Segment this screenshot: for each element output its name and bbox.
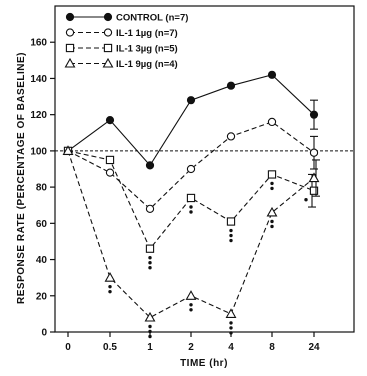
y-tick-label: 60 [36, 219, 48, 230]
significance-dot [229, 331, 233, 335]
legend-marker [65, 43, 75, 53]
data-point [185, 290, 197, 300]
legend-label: IL-1 1µg (n=7) [116, 28, 178, 39]
x-tick-label: 2 [188, 342, 194, 353]
x-tick-label: 24 [308, 342, 320, 353]
data-point [186, 164, 196, 174]
data-point [186, 193, 196, 203]
data-point [145, 161, 155, 170]
significance-dot [148, 324, 152, 329]
series-control-n-7 [63, 70, 319, 170]
y-tick-label: 160 [30, 38, 47, 49]
significance-dot [270, 186, 274, 191]
data-point [266, 206, 278, 217]
legend-marker [65, 28, 75, 37]
significance-dot [189, 210, 193, 214]
significance-dot [148, 265, 152, 270]
y-tick-label: 40 [36, 255, 48, 266]
data-point [267, 70, 277, 79]
data-point [309, 148, 319, 157]
data-point [144, 311, 156, 322]
x-tick-label: 8 [269, 342, 275, 353]
significance-layer [108, 181, 308, 339]
x-tick-label: 0.5 [103, 342, 117, 353]
data-point [105, 155, 115, 165]
significance-dot [108, 289, 112, 294]
data-point [309, 110, 319, 119]
significance-dot [229, 228, 233, 233]
data-point [62, 145, 74, 155]
significance-dot [148, 255, 152, 260]
significance-dot [304, 198, 308, 202]
data-point [104, 272, 116, 282]
legend: CONTROL (n=7) IL-1 1µg (n=7) IL-1 3µg (n=5… [64, 12, 188, 70]
data-point [308, 172, 320, 183]
y-tick-label: 20 [36, 291, 48, 302]
x-tick-label: 4 [228, 342, 234, 353]
legend-label: IL-1 3µg (n=5) [116, 44, 178, 55]
series-il-1-3-g-n-5 [63, 146, 319, 253]
data-point [186, 96, 196, 105]
data-point [309, 186, 319, 195]
legend-item-il-1-9-g-n-4: IL-1 9µg (n=4) [64, 57, 178, 70]
significance-dot [148, 334, 152, 339]
data-point [225, 308, 237, 318]
significance-dot [229, 238, 233, 243]
legend-marker [102, 57, 114, 68]
y-tick-label: 140 [30, 74, 47, 85]
significance-dot [270, 219, 274, 224]
data-point [226, 81, 236, 90]
y-tick-label: 80 [36, 183, 48, 194]
data-point [145, 244, 155, 253]
x-tick-label: 1 [147, 342, 153, 353]
y-tick-label: 100 [30, 146, 47, 157]
plot-frame [54, 5, 355, 333]
data-point [267, 170, 277, 179]
significance-dot [229, 233, 233, 238]
x-axis-title: TIME (hr) [180, 358, 228, 369]
legend-item-il-1-1-g-n-7: IL-1 1µg (n=7) [65, 28, 178, 39]
legend-item-control-n-7: CONTROL (n=7) [65, 12, 188, 24]
series-il-1-9-g-n-4 [62, 145, 320, 322]
legend-marker [103, 28, 113, 37]
y-axis-title: RESPONSE RATE (PERCENTAGE OF BASELINE) [16, 52, 27, 304]
significance-dot [229, 326, 233, 330]
data-point [105, 168, 115, 177]
legend-marker [103, 12, 113, 22]
data-point [105, 116, 115, 125]
legend-item-il-1-3-g-n-5: IL-1 3µg (n=5) [65, 43, 178, 55]
y-tick-label: 0 [41, 328, 47, 339]
significance-dot [189, 308, 193, 312]
significance-dot [148, 329, 152, 334]
data-point [226, 217, 236, 226]
series-line [67, 74, 315, 167]
legend-marker [103, 43, 113, 53]
significance-dot [148, 260, 152, 265]
significance-dot [270, 181, 274, 186]
legend-marker [65, 12, 75, 22]
x-tick-label: 0 [65, 342, 71, 353]
significance-dot [270, 224, 274, 229]
significance-dot [108, 284, 112, 289]
y-tick-label: 120 [30, 110, 47, 121]
significance-dot [189, 205, 193, 209]
significance-dot [189, 303, 193, 307]
significance-dot [229, 321, 233, 325]
legend-label: CONTROL (n=7) [116, 13, 188, 24]
legend-label: IL-1 9µg (n=4) [116, 59, 178, 70]
data-point [267, 117, 277, 127]
data-point [145, 204, 155, 213]
data-point [226, 132, 236, 141]
series-layer [62, 70, 320, 322]
legend-marker [64, 57, 76, 68]
